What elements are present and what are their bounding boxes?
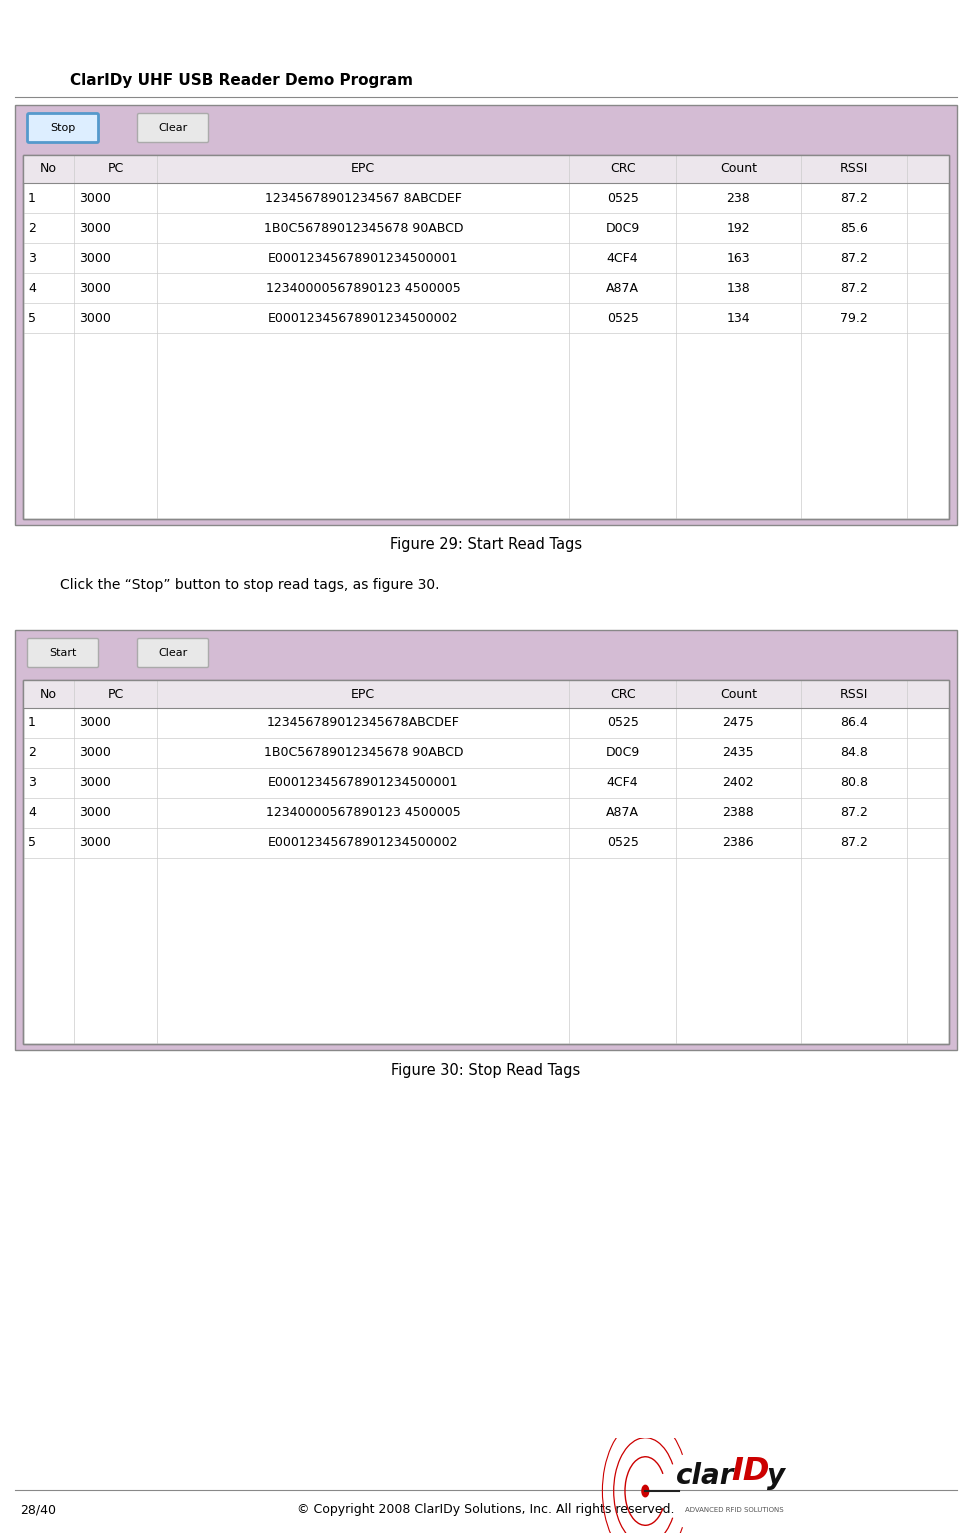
Bar xyxy=(23,155,949,519)
Text: 4CF4: 4CF4 xyxy=(607,252,639,264)
Text: 3: 3 xyxy=(28,777,36,790)
Text: E00012345678901234500002: E00012345678901234500002 xyxy=(268,837,459,849)
Text: 1B0C56789012345678 90ABCD: 1B0C56789012345678 90ABCD xyxy=(263,746,463,759)
Text: 12340000567890123 4500005: 12340000567890123 4500005 xyxy=(266,281,461,295)
Text: Count: Count xyxy=(720,688,757,700)
Text: 2435: 2435 xyxy=(722,746,754,759)
Bar xyxy=(15,104,957,525)
Text: RSSI: RSSI xyxy=(840,163,868,175)
Text: 12340000567890123 4500005: 12340000567890123 4500005 xyxy=(266,806,461,820)
Text: RSSI: RSSI xyxy=(840,688,868,700)
FancyBboxPatch shape xyxy=(27,639,98,668)
Text: 87.2: 87.2 xyxy=(840,806,868,820)
Text: 80.8: 80.8 xyxy=(840,777,868,790)
Text: EPC: EPC xyxy=(351,688,375,700)
Text: 138: 138 xyxy=(726,281,750,295)
Text: 4CF4: 4CF4 xyxy=(607,777,639,790)
Bar xyxy=(23,680,949,1044)
Text: ClarIDy UHF USB Reader Demo Program: ClarIDy UHF USB Reader Demo Program xyxy=(70,72,413,88)
Text: Clear: Clear xyxy=(158,123,188,134)
Text: 0525: 0525 xyxy=(607,192,639,204)
Text: CRC: CRC xyxy=(609,688,636,700)
Text: No: No xyxy=(40,688,57,700)
Text: 0525: 0525 xyxy=(607,837,639,849)
Text: 0525: 0525 xyxy=(607,312,639,324)
Text: 87.2: 87.2 xyxy=(840,281,868,295)
Text: D0C9: D0C9 xyxy=(606,746,640,759)
Text: 85.6: 85.6 xyxy=(840,221,868,235)
Text: CRC: CRC xyxy=(609,163,636,175)
Text: 192: 192 xyxy=(726,221,750,235)
Text: 3000: 3000 xyxy=(79,806,111,820)
Text: ADVANCED RFID SOLUTIONS: ADVANCED RFID SOLUTIONS xyxy=(685,1507,783,1513)
FancyBboxPatch shape xyxy=(137,639,209,668)
Text: 4: 4 xyxy=(28,281,36,295)
Text: 3000: 3000 xyxy=(79,252,111,264)
Text: 163: 163 xyxy=(726,252,750,264)
Bar xyxy=(23,155,949,183)
Text: 3000: 3000 xyxy=(79,192,111,204)
Text: 3000: 3000 xyxy=(79,221,111,235)
Text: Figure 30: Stop Read Tags: Figure 30: Stop Read Tags xyxy=(392,1063,580,1077)
Text: Clear: Clear xyxy=(158,648,188,657)
Text: 2: 2 xyxy=(28,221,36,235)
Text: 12345678901234567 8ABCDEF: 12345678901234567 8ABCDEF xyxy=(264,192,462,204)
Text: 238: 238 xyxy=(726,192,750,204)
Text: PC: PC xyxy=(108,163,123,175)
Text: PC: PC xyxy=(108,688,123,700)
Text: 3000: 3000 xyxy=(79,837,111,849)
Text: 87.2: 87.2 xyxy=(840,252,868,264)
Text: EPC: EPC xyxy=(351,163,375,175)
Text: 79.2: 79.2 xyxy=(840,312,868,324)
Text: y: y xyxy=(767,1462,785,1490)
Text: 2388: 2388 xyxy=(722,806,754,820)
Text: 28/40: 28/40 xyxy=(20,1504,56,1516)
Text: 2475: 2475 xyxy=(722,716,754,730)
Text: No: No xyxy=(40,163,57,175)
Text: D0C9: D0C9 xyxy=(606,221,640,235)
Bar xyxy=(23,680,949,708)
Text: E00012345678901234500002: E00012345678901234500002 xyxy=(268,312,459,324)
Text: 1B0C56789012345678 90ABCD: 1B0C56789012345678 90ABCD xyxy=(263,221,463,235)
Text: 3: 3 xyxy=(28,252,36,264)
Text: 1: 1 xyxy=(28,192,36,204)
Bar xyxy=(23,155,949,519)
Circle shape xyxy=(642,1485,648,1496)
Text: 87.2: 87.2 xyxy=(840,837,868,849)
Text: 3000: 3000 xyxy=(79,281,111,295)
Text: ID: ID xyxy=(731,1456,770,1487)
FancyBboxPatch shape xyxy=(27,114,98,143)
Text: 123456789012345678ABCDEF: 123456789012345678ABCDEF xyxy=(267,716,460,730)
Text: 2402: 2402 xyxy=(722,777,754,790)
Text: 87.2: 87.2 xyxy=(840,192,868,204)
Text: 86.4: 86.4 xyxy=(840,716,868,730)
Text: 84.8: 84.8 xyxy=(840,746,868,759)
Text: 5: 5 xyxy=(28,312,36,324)
Text: 5: 5 xyxy=(28,837,36,849)
Text: 2: 2 xyxy=(28,746,36,759)
Text: E00012345678901234500001: E00012345678901234500001 xyxy=(268,777,459,790)
Text: Figure 29: Start Read Tags: Figure 29: Start Read Tags xyxy=(390,538,582,553)
Text: Start: Start xyxy=(50,648,77,657)
Text: 3000: 3000 xyxy=(79,716,111,730)
Text: 2386: 2386 xyxy=(722,837,754,849)
Text: 3000: 3000 xyxy=(79,746,111,759)
Text: © Copyright 2008 ClarIDy Solutions, Inc. All rights reserved.: © Copyright 2008 ClarIDy Solutions, Inc.… xyxy=(297,1504,675,1516)
Text: 3000: 3000 xyxy=(79,312,111,324)
Text: 0525: 0525 xyxy=(607,716,639,730)
Text: clar: clar xyxy=(676,1462,734,1490)
Text: Count: Count xyxy=(720,163,757,175)
Text: 3000: 3000 xyxy=(79,777,111,790)
Text: Stop: Stop xyxy=(51,123,76,134)
Text: E00012345678901234500001: E00012345678901234500001 xyxy=(268,252,459,264)
Bar xyxy=(15,630,957,1051)
FancyBboxPatch shape xyxy=(137,114,209,143)
Text: Click the “Stop” button to stop read tags, as figure 30.: Click the “Stop” button to stop read tag… xyxy=(60,578,439,591)
Bar xyxy=(23,680,949,1044)
Text: 134: 134 xyxy=(726,312,750,324)
Text: 1: 1 xyxy=(28,716,36,730)
Text: 4: 4 xyxy=(28,806,36,820)
Text: A87A: A87A xyxy=(607,281,639,295)
Text: A87A: A87A xyxy=(607,806,639,820)
